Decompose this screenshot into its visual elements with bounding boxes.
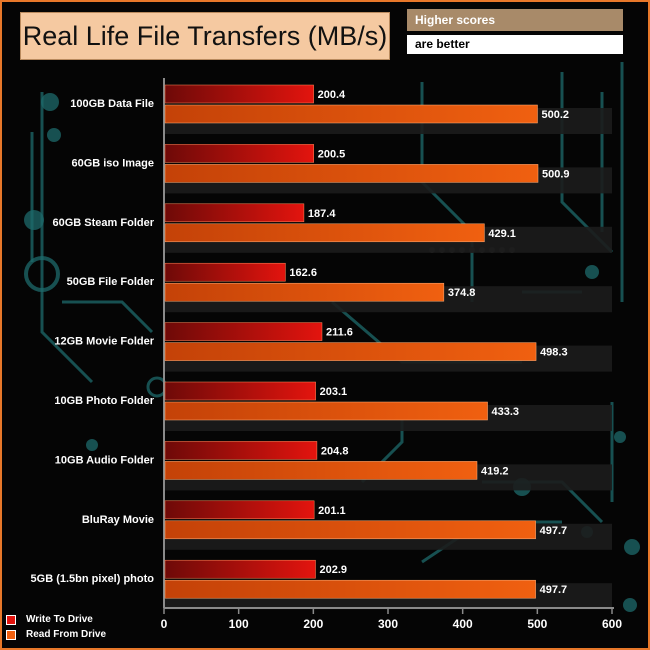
bar-read bbox=[164, 520, 536, 540]
value-label-write: 204.8 bbox=[321, 445, 349, 457]
value-label-write: 201.1 bbox=[318, 505, 346, 517]
category-label: 12GB Movie Folder bbox=[54, 336, 154, 348]
x-tick-label: 300 bbox=[378, 617, 398, 631]
legend-item-write: Write To Drive bbox=[6, 612, 106, 627]
category-label: BluRay Movie bbox=[82, 514, 154, 526]
value-label-read: 498.3 bbox=[540, 347, 568, 359]
bar-read bbox=[164, 579, 536, 599]
note-higher-scores: Higher scores bbox=[407, 9, 623, 31]
bar-read bbox=[164, 164, 539, 183]
value-label-write: 162.6 bbox=[289, 267, 317, 279]
value-label-read: 374.8 bbox=[448, 287, 476, 299]
value-label-read: 497.7 bbox=[540, 525, 568, 537]
bar-write bbox=[164, 84, 314, 104]
value-label-read: 433.3 bbox=[492, 406, 520, 418]
legend-item-read: Read From Drive bbox=[6, 627, 106, 642]
x-tick-label: 100 bbox=[229, 617, 249, 631]
category-label: 10GB Audio Folder bbox=[55, 454, 155, 466]
bar-read bbox=[164, 461, 478, 480]
value-label-read: 429.1 bbox=[488, 228, 516, 240]
bar-write bbox=[164, 441, 318, 460]
category-label: 60GB iso Image bbox=[71, 157, 154, 169]
bar-read bbox=[164, 223, 485, 243]
value-label-write: 187.4 bbox=[308, 208, 336, 220]
category-label: 100GB Data File bbox=[70, 98, 154, 110]
bar-write bbox=[164, 559, 316, 579]
value-label-write: 200.5 bbox=[318, 148, 346, 160]
value-label-write: 202.9 bbox=[319, 564, 347, 576]
bar-write bbox=[164, 144, 314, 163]
legend-label-write: Write To Drive bbox=[26, 614, 93, 625]
bar-read bbox=[164, 342, 537, 361]
bar-write bbox=[164, 500, 315, 520]
x-tick-label: 600 bbox=[602, 617, 622, 631]
value-label-write: 203.1 bbox=[320, 386, 348, 398]
bar-read bbox=[164, 104, 538, 124]
value-label-read: 419.2 bbox=[481, 465, 509, 477]
bar-write bbox=[164, 262, 286, 282]
bar-write bbox=[164, 203, 305, 223]
legend-swatch-write bbox=[6, 614, 16, 625]
x-tick-label: 200 bbox=[303, 617, 323, 631]
note-are-better: are better bbox=[407, 35, 623, 54]
x-tick-label: 0 bbox=[161, 617, 168, 631]
bar-read bbox=[164, 282, 445, 302]
value-label-write: 200.4 bbox=[318, 89, 346, 101]
value-label-read: 500.9 bbox=[542, 168, 570, 180]
category-label: 60GB Steam Folder bbox=[53, 217, 155, 229]
x-tick-label: 400 bbox=[453, 617, 473, 631]
value-label-read: 497.7 bbox=[540, 584, 568, 596]
value-label-write: 211.6 bbox=[326, 327, 353, 339]
value-label-read: 500.2 bbox=[541, 109, 569, 121]
bar-read bbox=[164, 401, 488, 421]
legend-swatch-read bbox=[6, 629, 16, 640]
legend-label-read: Read From Drive bbox=[26, 629, 107, 640]
bar-write bbox=[164, 322, 323, 341]
category-label: 10GB Photo Folder bbox=[54, 395, 154, 407]
x-tick-label: 500 bbox=[527, 617, 547, 631]
category-label: 50GB File Folder bbox=[67, 276, 155, 288]
bar-write bbox=[164, 381, 316, 401]
legend: Write To Drive Read From Drive bbox=[6, 612, 106, 642]
chart-title: Real Life File Transfers (MB/s) bbox=[20, 12, 390, 60]
category-label: 5GB (1.5bn pixel) photo bbox=[31, 573, 155, 585]
